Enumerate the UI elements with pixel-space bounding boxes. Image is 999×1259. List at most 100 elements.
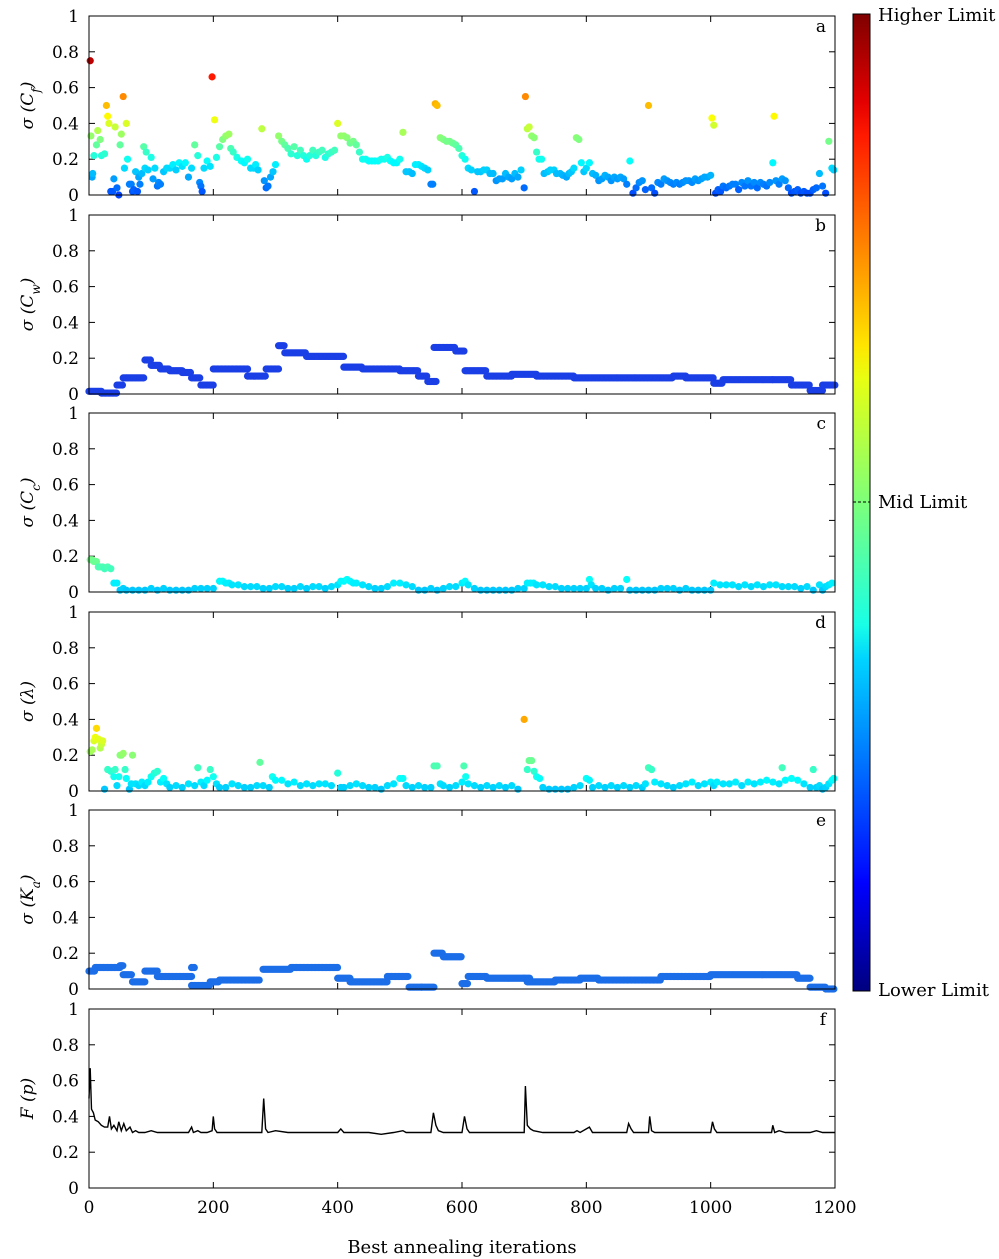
y-axis-label-f: F (p): [18, 1078, 38, 1120]
data-point-d: [713, 778, 721, 786]
data-point-a: [781, 177, 789, 185]
data-point-a: [352, 141, 360, 149]
data-point-a: [100, 150, 109, 158]
data-point-d: [166, 783, 174, 792]
panel-a: 0 0.2 0.4 0.6 0.8 1 a σ (Cf): [18, 7, 838, 206]
data-point-c: [564, 584, 572, 593]
data-point-a: [275, 132, 283, 140]
data-point-d: [657, 780, 665, 788]
data-point-a: [533, 148, 541, 156]
data-point-d: [632, 782, 640, 790]
data-point-d: [321, 780, 329, 788]
data-point-d: [787, 774, 796, 783]
data-point-a: [717, 187, 725, 196]
data-point-d: [607, 782, 615, 790]
data-point-a: [408, 169, 416, 178]
y-tick-label-f: 0.6: [52, 1072, 79, 1092]
y-tick-label-c: 0.2: [52, 547, 79, 567]
y-axis-label-c: σ (Cc): [18, 477, 43, 527]
data-point-c: [651, 586, 659, 594]
data-point-c: [240, 583, 249, 591]
data-point-d: [669, 783, 677, 792]
data-point-d: [315, 780, 323, 788]
data-point-b: [186, 368, 195, 377]
data-point-b: [243, 365, 252, 373]
data-point-d: [725, 780, 733, 788]
data-point-a: [623, 180, 631, 188]
data-point-d: [694, 782, 702, 790]
data-point-a: [269, 168, 277, 176]
data-point-c: [172, 586, 180, 594]
data-point-c: [234, 581, 242, 589]
data-point-d: [528, 756, 536, 765]
data-point-d: [256, 758, 264, 766]
data-point-d: [588, 783, 597, 792]
data-point-d: [445, 783, 454, 792]
data-point-a: [194, 152, 202, 160]
data-point-c: [128, 586, 137, 594]
data-point-d: [240, 783, 249, 792]
data-point-a: [254, 166, 262, 174]
data-point-c: [284, 584, 292, 593]
data-point-c: [390, 579, 398, 587]
data-point-d: [508, 782, 516, 790]
y-axis-label-part: σ (: [18, 504, 38, 528]
data-point-d: [172, 782, 180, 790]
data-point-d: [570, 783, 578, 792]
data-point-a: [110, 175, 118, 183]
data-point-c: [265, 584, 273, 593]
data-point-d: [520, 715, 528, 724]
data-point-b: [339, 352, 348, 361]
data-point-c: [707, 586, 715, 594]
data-point-a: [766, 178, 774, 187]
data-point-d: [153, 767, 161, 775]
data-point-d: [460, 762, 468, 770]
data-point-d: [545, 785, 553, 793]
data-point-a: [229, 148, 237, 156]
data-point-e: [404, 972, 412, 981]
y-tick-label-e: 0.4: [52, 908, 79, 928]
y-tick-label-e: 0: [68, 980, 79, 1000]
data-point-a: [508, 175, 516, 183]
data-point-d: [809, 765, 817, 774]
data-point-a: [306, 152, 314, 160]
panel-letter-c: c: [816, 414, 826, 434]
data-point-d: [160, 774, 168, 783]
data-point-a: [461, 155, 469, 163]
data-point-a: [206, 162, 214, 170]
data-point-d: [121, 765, 129, 774]
y-axis-label-part: F (: [18, 1095, 38, 1120]
data-point-d: [719, 780, 727, 788]
data-point-a: [225, 130, 233, 138]
data-point-c: [135, 586, 143, 594]
data-point-c: [716, 581, 724, 589]
data-point-b: [261, 372, 269, 380]
data-point-c: [452, 583, 460, 591]
data-point-d: [763, 776, 771, 784]
data-point-c: [520, 584, 528, 593]
data-point-c: [632, 586, 640, 594]
data-point-a: [424, 166, 432, 174]
data-point-a: [90, 152, 98, 160]
data-point-d: [576, 782, 584, 790]
data-point-d: [641, 780, 649, 788]
y-axis-label-part: f: [29, 86, 43, 94]
data-point-d: [781, 776, 789, 784]
data-point-a: [399, 128, 407, 136]
data-point-e: [190, 963, 198, 972]
data-point-d: [551, 785, 559, 793]
data-point-d: [601, 783, 609, 792]
data-point-d: [383, 782, 391, 790]
data-point-b: [118, 381, 127, 389]
data-point-d: [523, 765, 531, 774]
data-point-c: [663, 584, 671, 593]
data-point-c: [147, 584, 155, 593]
data-point-c: [623, 575, 631, 584]
data-point-c: [489, 586, 497, 594]
data-point-a: [111, 123, 119, 131]
data-point-d: [119, 749, 127, 758]
data-point-a: [330, 146, 339, 154]
data-point-c: [700, 586, 709, 594]
data-point-a: [818, 182, 827, 190]
data-point-c: [371, 584, 379, 593]
